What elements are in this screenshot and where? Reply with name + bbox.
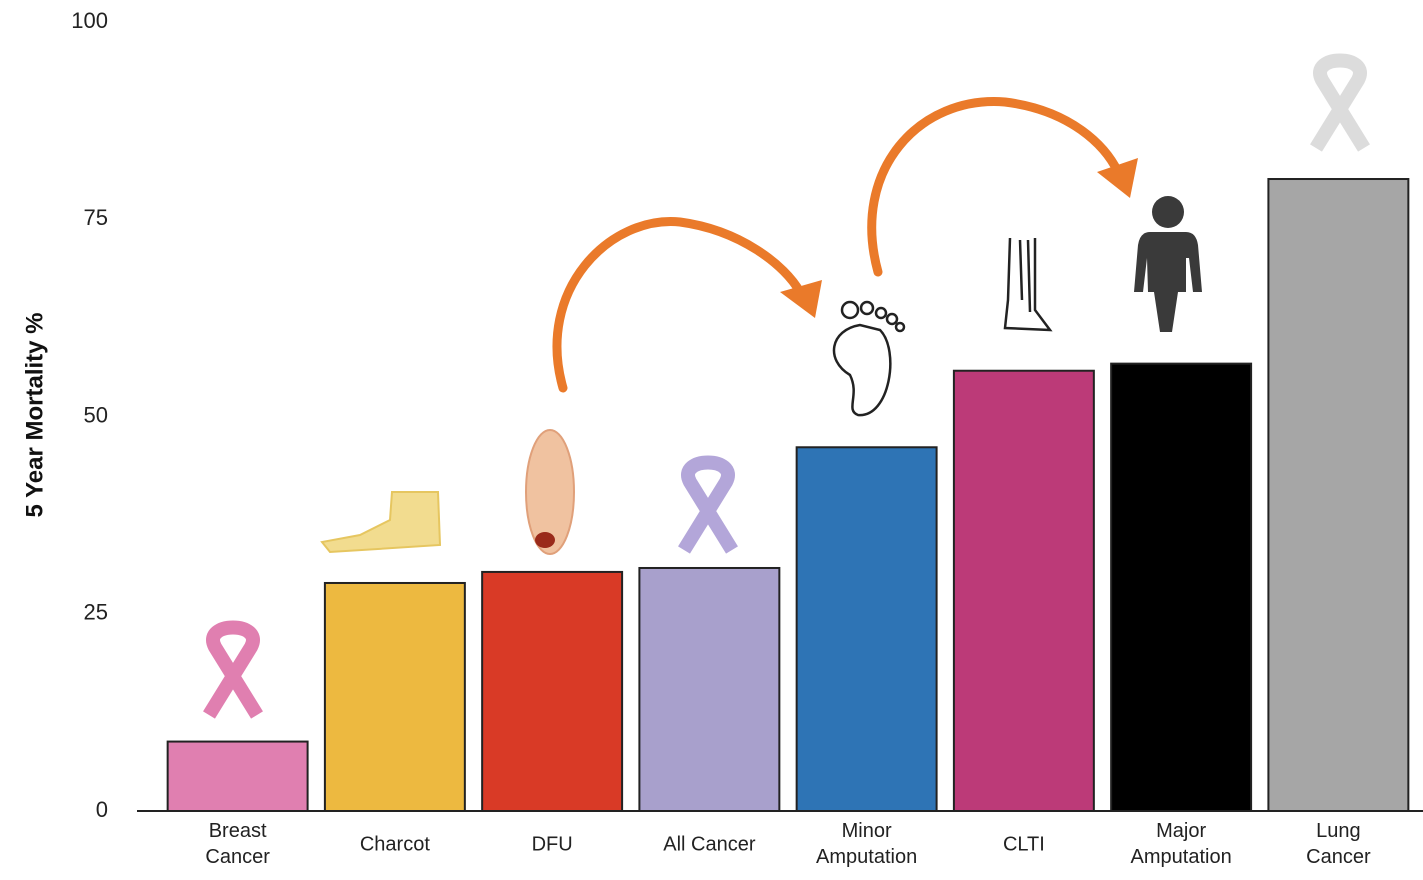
bar — [795, 446, 938, 812]
bar — [323, 581, 466, 812]
bar — [1110, 362, 1253, 812]
y-tick-label: 0 — [96, 797, 108, 822]
bar — [638, 566, 781, 812]
x-tick-label: Major Amputation — [1131, 820, 1232, 868]
y-tick-label: 100 — [71, 8, 108, 33]
bar — [1267, 178, 1410, 813]
bar — [166, 740, 309, 812]
icons — [209, 61, 1364, 716]
x-tick-label: All Cancer — [663, 833, 756, 855]
x-tick-label: Lung Cancer — [1306, 820, 1371, 868]
y-tick-label: 25 — [84, 600, 108, 625]
y-tick-label: 75 — [84, 205, 108, 230]
x-tick-label: Breast Cancer — [205, 820, 270, 868]
x-tick-label: Charcot — [360, 833, 430, 855]
y-axis-label: 5 Year Mortality % — [21, 313, 48, 518]
bar — [952, 369, 1095, 812]
x-tick-label: Minor Amputation — [816, 820, 917, 868]
y-tick-label: 50 — [84, 402, 108, 427]
bar — [481, 570, 624, 812]
x-tick-label: CLTI — [1003, 833, 1045, 855]
x-tick-label: DFU — [532, 833, 573, 855]
